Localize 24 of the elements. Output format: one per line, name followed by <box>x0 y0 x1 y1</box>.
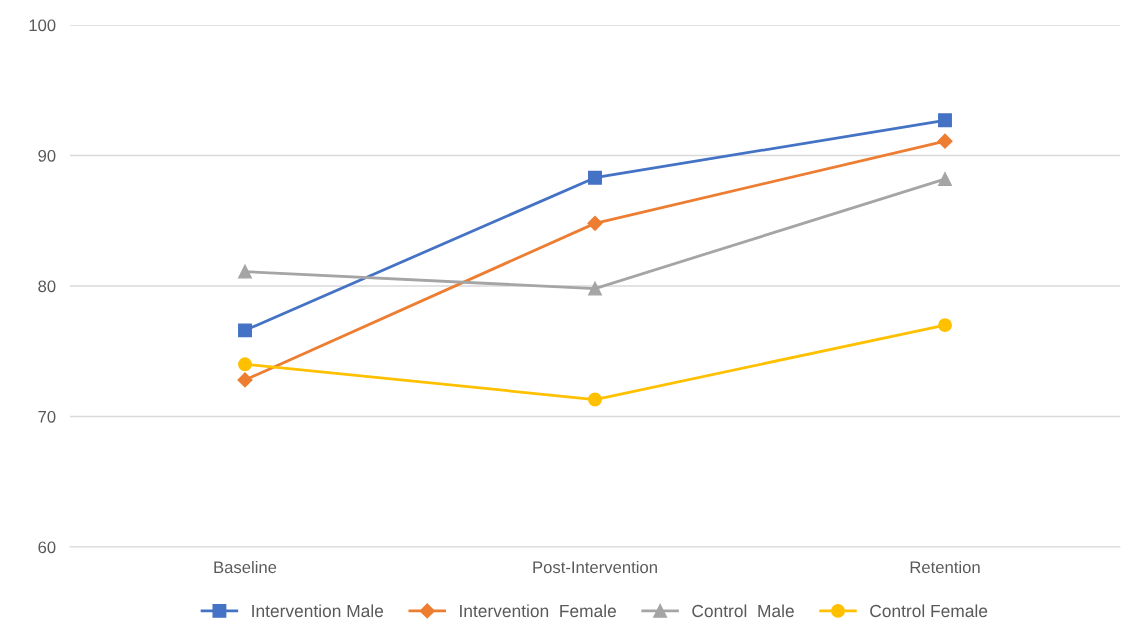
x-tick-label: Baseline <box>214 560 277 574</box>
point <box>238 357 252 372</box>
point <box>938 172 952 186</box>
legend-label: Control Male <box>692 604 794 618</box>
point <box>238 264 252 279</box>
point <box>937 133 953 149</box>
y-tick-label: 100 <box>29 19 56 32</box>
x-tick-label: Retention <box>910 560 980 574</box>
point <box>587 215 603 231</box>
point <box>588 170 602 185</box>
point <box>938 113 952 128</box>
y-tick-label: 90 <box>38 149 56 162</box>
point <box>588 281 602 296</box>
legend-label: Intervention Female <box>460 604 616 618</box>
point <box>938 318 952 333</box>
point <box>238 323 252 338</box>
point <box>237 372 253 388</box>
legend-label: Intervention Male <box>252 604 384 618</box>
y-tick-label: 70 <box>38 410 56 423</box>
y-tick-label: 80 <box>38 280 56 293</box>
point <box>588 392 602 407</box>
x-tick-label: Post-Intervention <box>533 560 657 574</box>
y-tick-label: 60 <box>38 541 56 554</box>
legend-label: Control Female <box>870 604 988 618</box>
